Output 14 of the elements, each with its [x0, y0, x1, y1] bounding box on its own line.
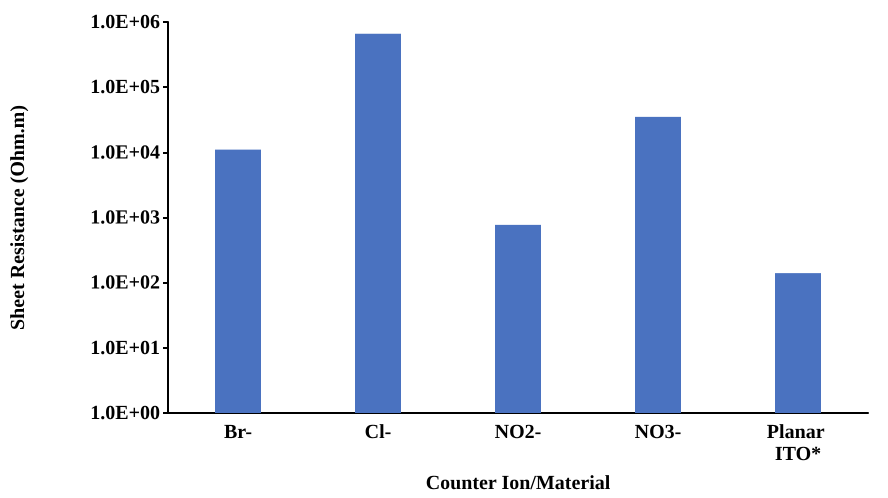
y-tick-label: 1.0E+02 — [90, 272, 160, 294]
x-tick-label: Br- — [224, 421, 252, 443]
x-tick-label: Cl- — [364, 421, 392, 443]
y-axis-title: Sheet Resistance (Ohm.m) — [7, 105, 29, 330]
x-axis-title: Counter Ion/Material — [426, 472, 611, 494]
y-tick-label: 1.0E+04 — [90, 141, 160, 164]
y-tick-label: 1.0E+06 — [90, 11, 160, 33]
x-tick-label: Planar ITO* — [766, 421, 830, 465]
y-tick-label: 1.0E+03 — [90, 206, 160, 228]
y-tick-label: 1.0E+05 — [90, 76, 160, 98]
x-tick-label: NO2- — [494, 421, 542, 443]
y-tick-label: 1.0E+01 — [90, 336, 160, 359]
x-tick-label: NO3- — [634, 421, 682, 443]
y-tick-label: 1.0E+00 — [90, 402, 160, 424]
